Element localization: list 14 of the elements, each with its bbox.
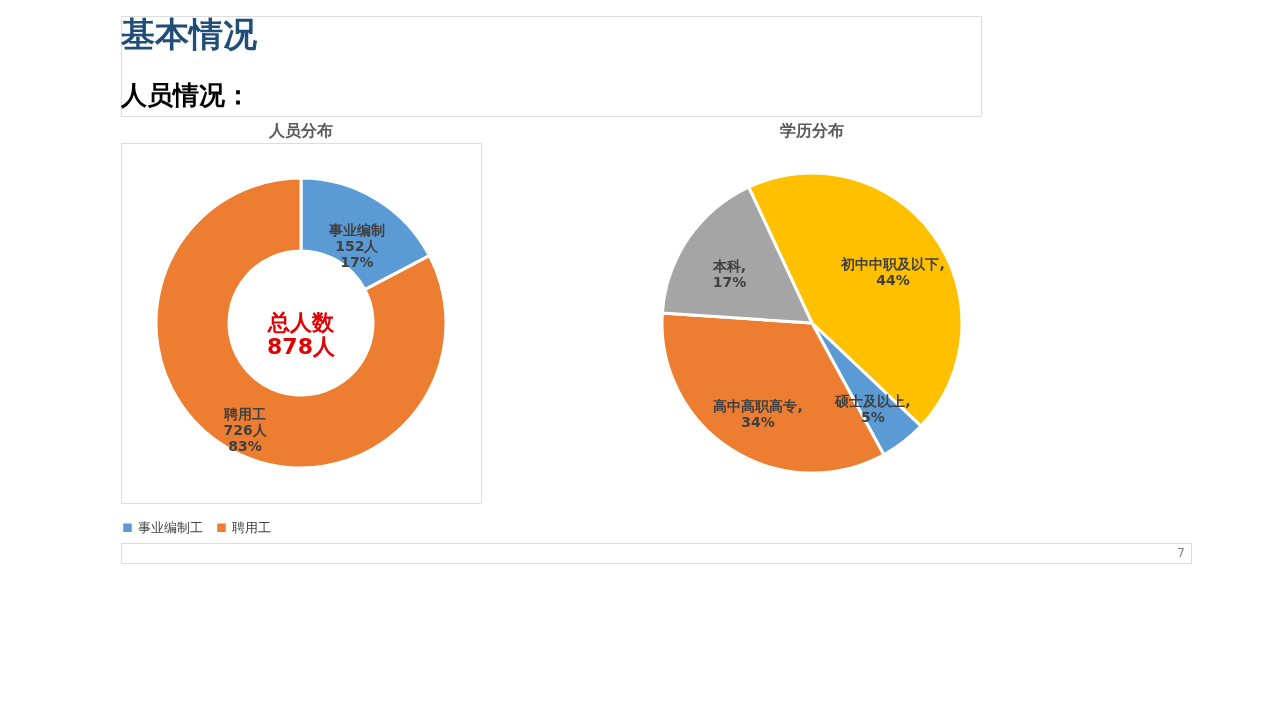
text: 总人数 878人 (267, 310, 336, 359)
legend-label: 事业编制工 (138, 519, 203, 535)
chart-title: 人员分布 (268, 121, 333, 140)
text: 7 (1177, 546, 1185, 560)
text: 人员情况： (120, 80, 251, 110)
data-label: 事业编制 152人 17% (327, 221, 385, 270)
slice-label: 高中高职高专, 34% (713, 398, 803, 431)
legend-label: 聘用工 (232, 519, 271, 535)
chart-title: 学历分布 (780, 121, 844, 140)
data-label: 聘用工 726人 83% (223, 406, 268, 455)
slice-label: 本科, 17% (711, 257, 747, 290)
text: 基本情况 (120, 14, 258, 54)
donut-slice (154, 176, 448, 470)
slice-label: 初中中职及以下, 44% (840, 255, 945, 288)
